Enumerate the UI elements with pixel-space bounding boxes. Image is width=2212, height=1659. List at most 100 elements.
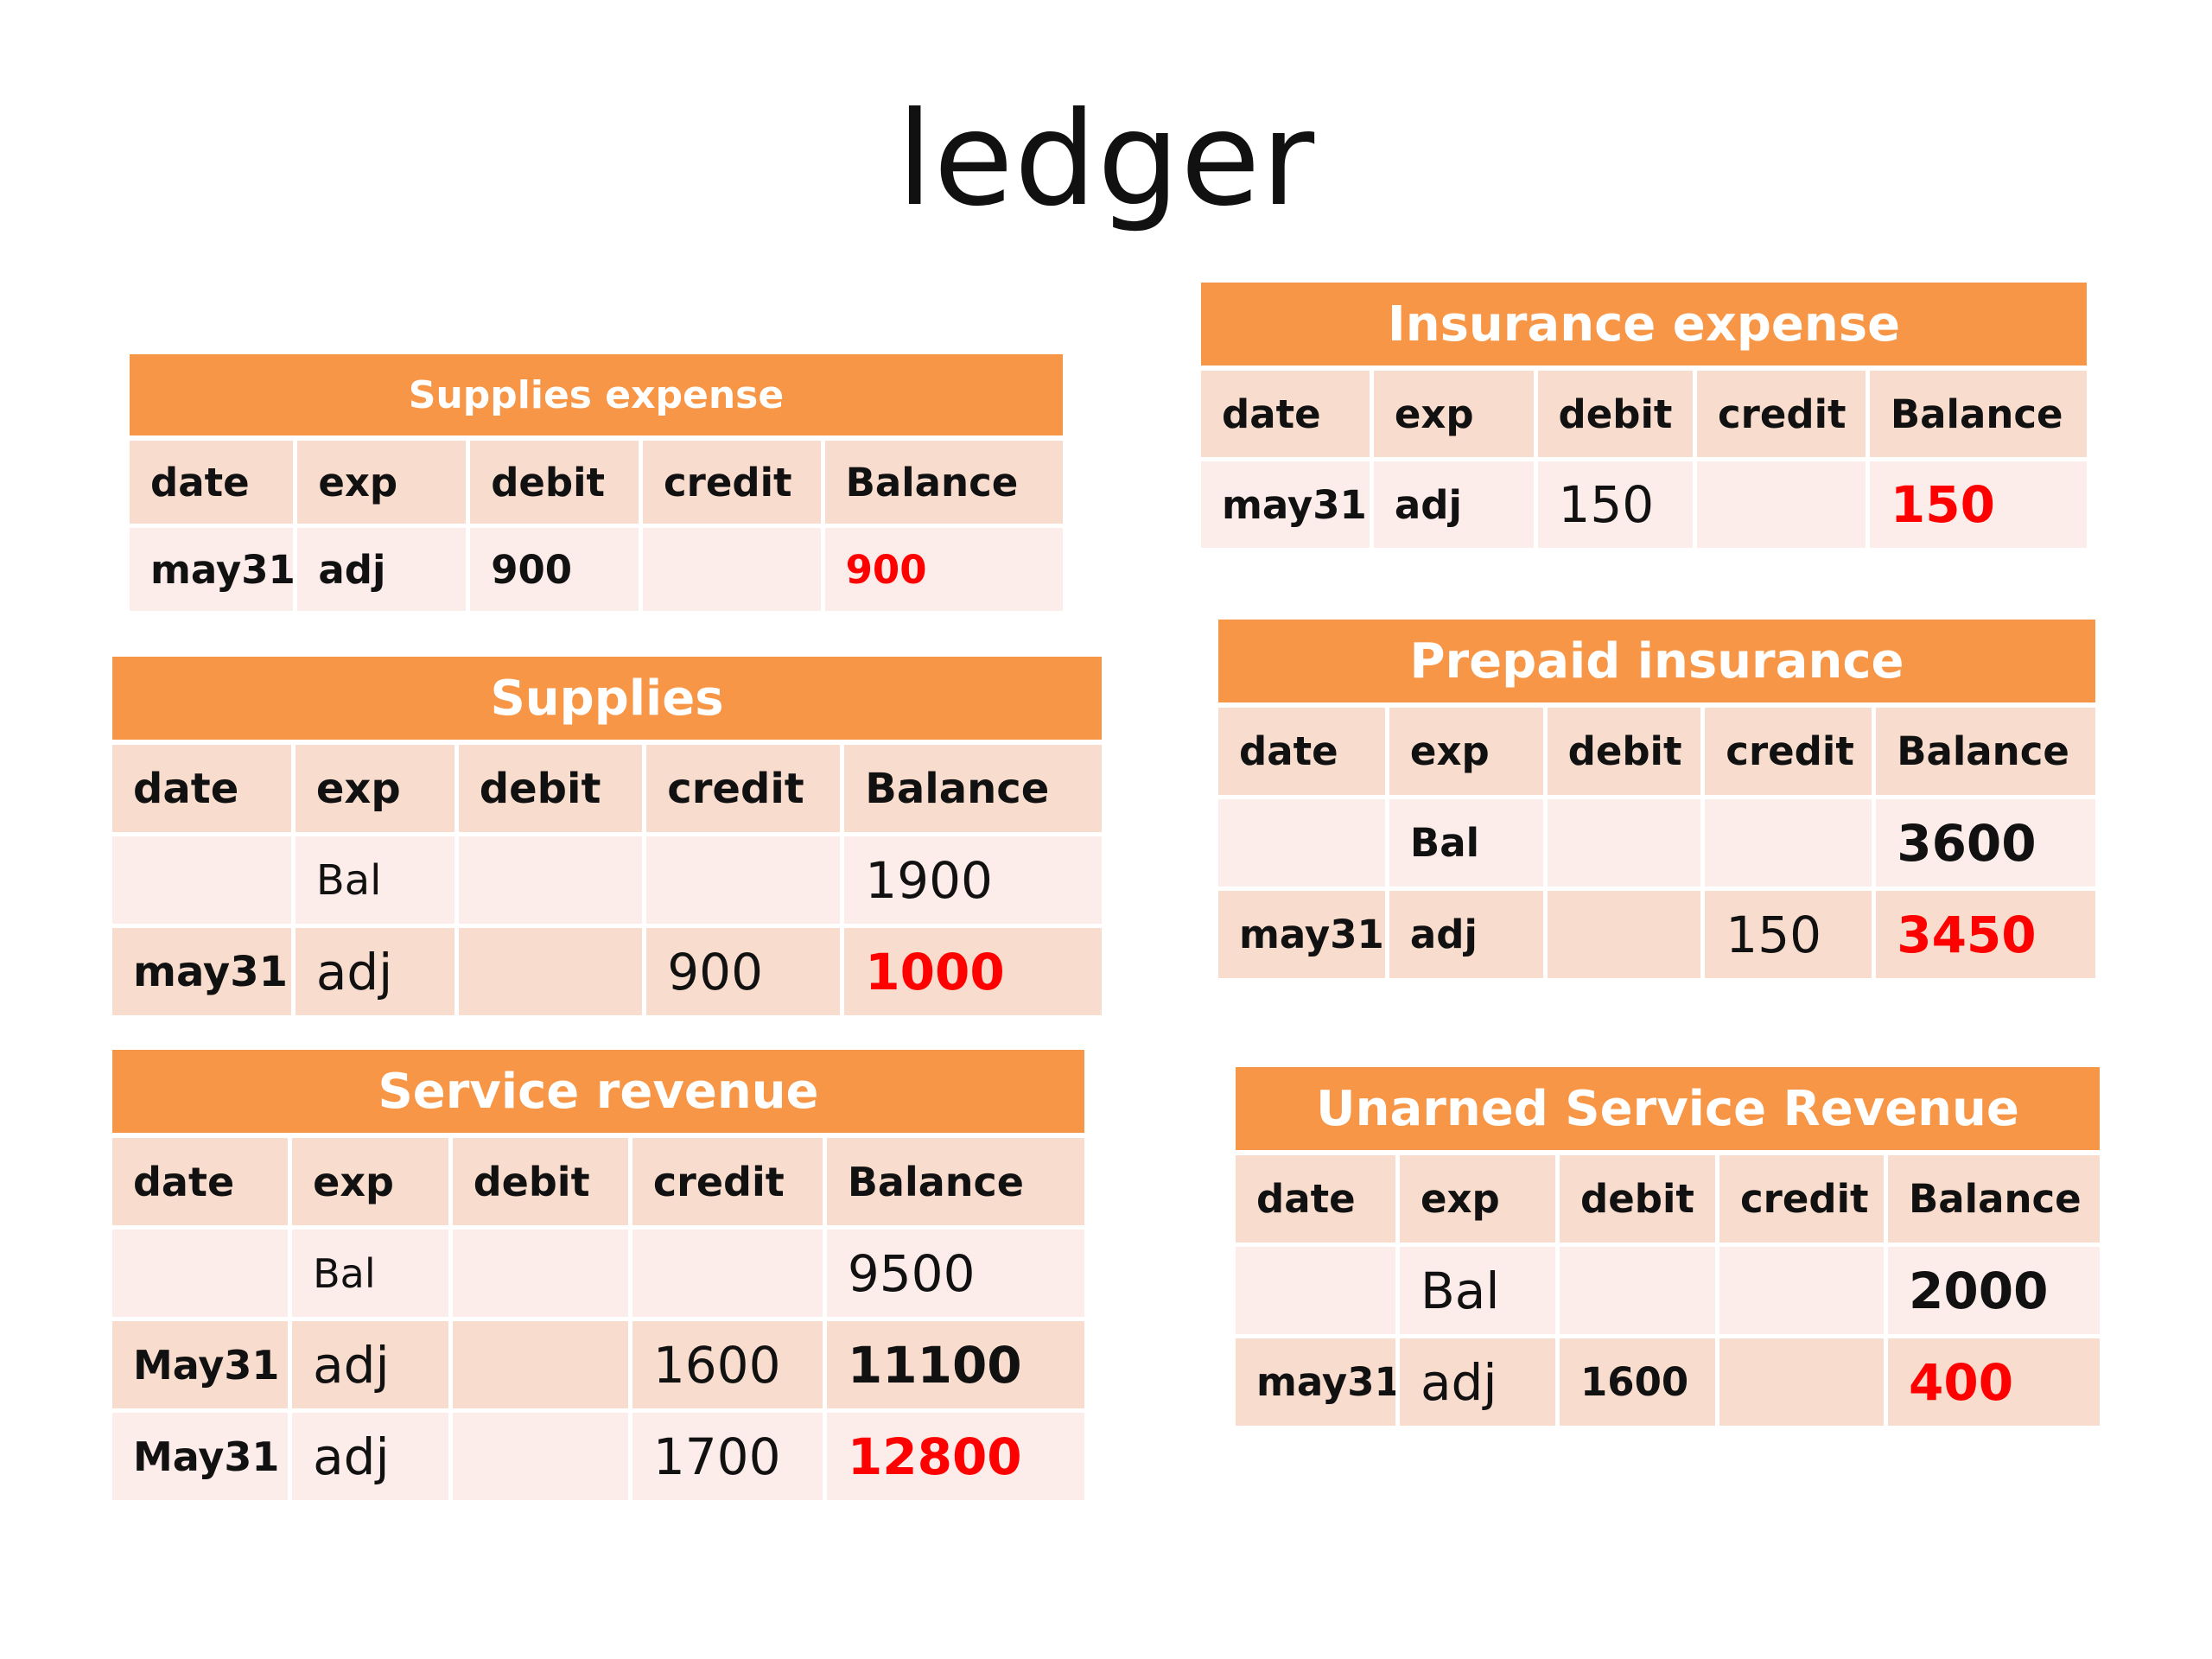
cell-debit: [1560, 1247, 1719, 1338]
column-header-balance: Balance: [824, 441, 1063, 528]
table-row: Bal 2000: [1236, 1247, 2100, 1338]
column-header-balance: Balance: [1888, 1155, 2100, 1247]
cell-credit: [632, 1230, 827, 1321]
column-header-debit: debit: [1537, 371, 1697, 461]
cell-credit: 900: [646, 928, 845, 1020]
cell-date: [112, 836, 296, 928]
column-header-row: date exp debit credit Balance: [112, 1138, 1084, 1230]
cell-exp: adj: [297, 528, 471, 615]
cell-credit: [646, 836, 845, 928]
cell-debit: [452, 1413, 632, 1504]
unearned-service-revenue-table: Unarned Service Revenue date exp debit c…: [1236, 1067, 2100, 1430]
cell-balance: 11100: [826, 1321, 1084, 1413]
cell-balance: 3450: [1876, 891, 2095, 982]
table-row: may31 adj 900 1000: [112, 928, 1102, 1020]
column-header-row: date exp debit credit Balance: [112, 745, 1102, 836]
supplies-expense-table: Supplies expense date exp debit credit B…: [130, 354, 1063, 615]
cell-credit: [1697, 461, 1870, 552]
column-header-exp: exp: [295, 745, 459, 836]
column-header-credit: credit: [646, 745, 845, 836]
cell-exp: adj: [1373, 461, 1538, 552]
table-row: may31 adj 900 900: [130, 528, 1063, 615]
cell-date: may31: [112, 928, 296, 1020]
column-header-row: date exp debit credit Balance: [1236, 1155, 2100, 1247]
cell-balance: 12800: [826, 1413, 1084, 1504]
table-row: Bal 9500: [112, 1230, 1084, 1321]
cell-credit: [1719, 1338, 1888, 1430]
table-title: Supplies expense: [130, 354, 1063, 441]
cell-exp: adj: [295, 928, 459, 1020]
column-header-exp: exp: [1389, 708, 1548, 799]
cell-balance: 900: [824, 528, 1063, 615]
supplies-table: Supplies date exp debit credit Balance B…: [112, 657, 1102, 1020]
cell-exp: Bal: [295, 836, 459, 928]
column-header-debit: debit: [458, 745, 647, 836]
cell-exp: adj: [1389, 891, 1548, 982]
column-header-date: date: [1218, 708, 1389, 799]
column-header-debit: debit: [470, 441, 643, 528]
column-header-date: date: [112, 1138, 293, 1230]
cell-balance: 3600: [1876, 799, 2095, 891]
column-header-row: date exp debit credit Balance: [130, 441, 1063, 528]
cell-exp: Bal: [1389, 799, 1548, 891]
column-header-credit: credit: [642, 441, 825, 528]
column-header-date: date: [1236, 1155, 1400, 1247]
column-header-debit: debit: [1560, 1155, 1719, 1247]
column-header-credit: credit: [1697, 371, 1870, 461]
cell-date: may31: [1218, 891, 1389, 982]
prepaid-insurance-table: Prepaid insurance date exp debit credit …: [1218, 620, 2095, 982]
cell-date: [112, 1230, 293, 1321]
cell-exp: Bal: [1400, 1247, 1560, 1338]
cell-balance: 150: [1869, 461, 2087, 552]
column-header-balance: Balance: [844, 745, 1102, 836]
cell-exp: adj: [292, 1413, 453, 1504]
service-revenue-table: Service revenue date exp debit credit Ba…: [112, 1050, 1084, 1504]
column-header-date: date: [1201, 371, 1374, 461]
cell-date: May31: [112, 1321, 293, 1413]
table-row: May31 adj 1700 12800: [112, 1413, 1084, 1504]
cell-balance: 2000: [1888, 1247, 2100, 1338]
cell-debit: [452, 1230, 632, 1321]
cell-balance: 400: [1888, 1338, 2100, 1430]
cell-debit: 150: [1537, 461, 1697, 552]
cell-exp: adj: [1400, 1338, 1560, 1430]
table-title: Unarned Service Revenue: [1236, 1067, 2100, 1155]
column-header-balance: Balance: [1876, 708, 2095, 799]
cell-credit: 1700: [632, 1413, 827, 1504]
page-title: ledger: [896, 85, 1316, 235]
column-header-date: date: [112, 745, 296, 836]
table-row: may31 adj 1600 400: [1236, 1338, 2100, 1430]
column-header-exp: exp: [292, 1138, 453, 1230]
table-row: Bal 1900: [112, 836, 1102, 928]
column-header-credit: credit: [632, 1138, 827, 1230]
cell-balance: 1000: [844, 928, 1102, 1020]
column-header-date: date: [130, 441, 298, 528]
cell-debit: [458, 836, 647, 928]
table-row: Bal 3600: [1218, 799, 2095, 891]
table-title: Prepaid insurance: [1218, 620, 2095, 708]
table-row: may31 adj 150 150: [1201, 461, 2087, 552]
table-row: may31 adj 150 3450: [1218, 891, 2095, 982]
cell-date: may31: [1236, 1338, 1400, 1430]
column-header-balance: Balance: [1869, 371, 2087, 461]
cell-debit: [1547, 891, 1706, 982]
column-header-debit: debit: [1547, 708, 1706, 799]
cell-debit: 1600: [1560, 1338, 1719, 1430]
cell-debit: [1547, 799, 1706, 891]
cell-debit: 900: [470, 528, 643, 615]
cell-balance: 9500: [826, 1230, 1084, 1321]
cell-debit: [458, 928, 647, 1020]
cell-debit: [452, 1321, 632, 1413]
cell-credit: [1705, 799, 1877, 891]
column-header-credit: credit: [1719, 1155, 1888, 1247]
table-title: Insurance expense: [1201, 283, 2087, 371]
table-title: Supplies: [112, 657, 1102, 745]
cell-balance: 1900: [844, 836, 1102, 928]
column-header-exp: exp: [1400, 1155, 1560, 1247]
column-header-exp: exp: [1373, 371, 1538, 461]
cell-exp: Bal: [292, 1230, 453, 1321]
cell-date: May31: [112, 1413, 293, 1504]
cell-credit: [642, 528, 825, 615]
cell-date: [1218, 799, 1389, 891]
cell-date: may31: [130, 528, 298, 615]
